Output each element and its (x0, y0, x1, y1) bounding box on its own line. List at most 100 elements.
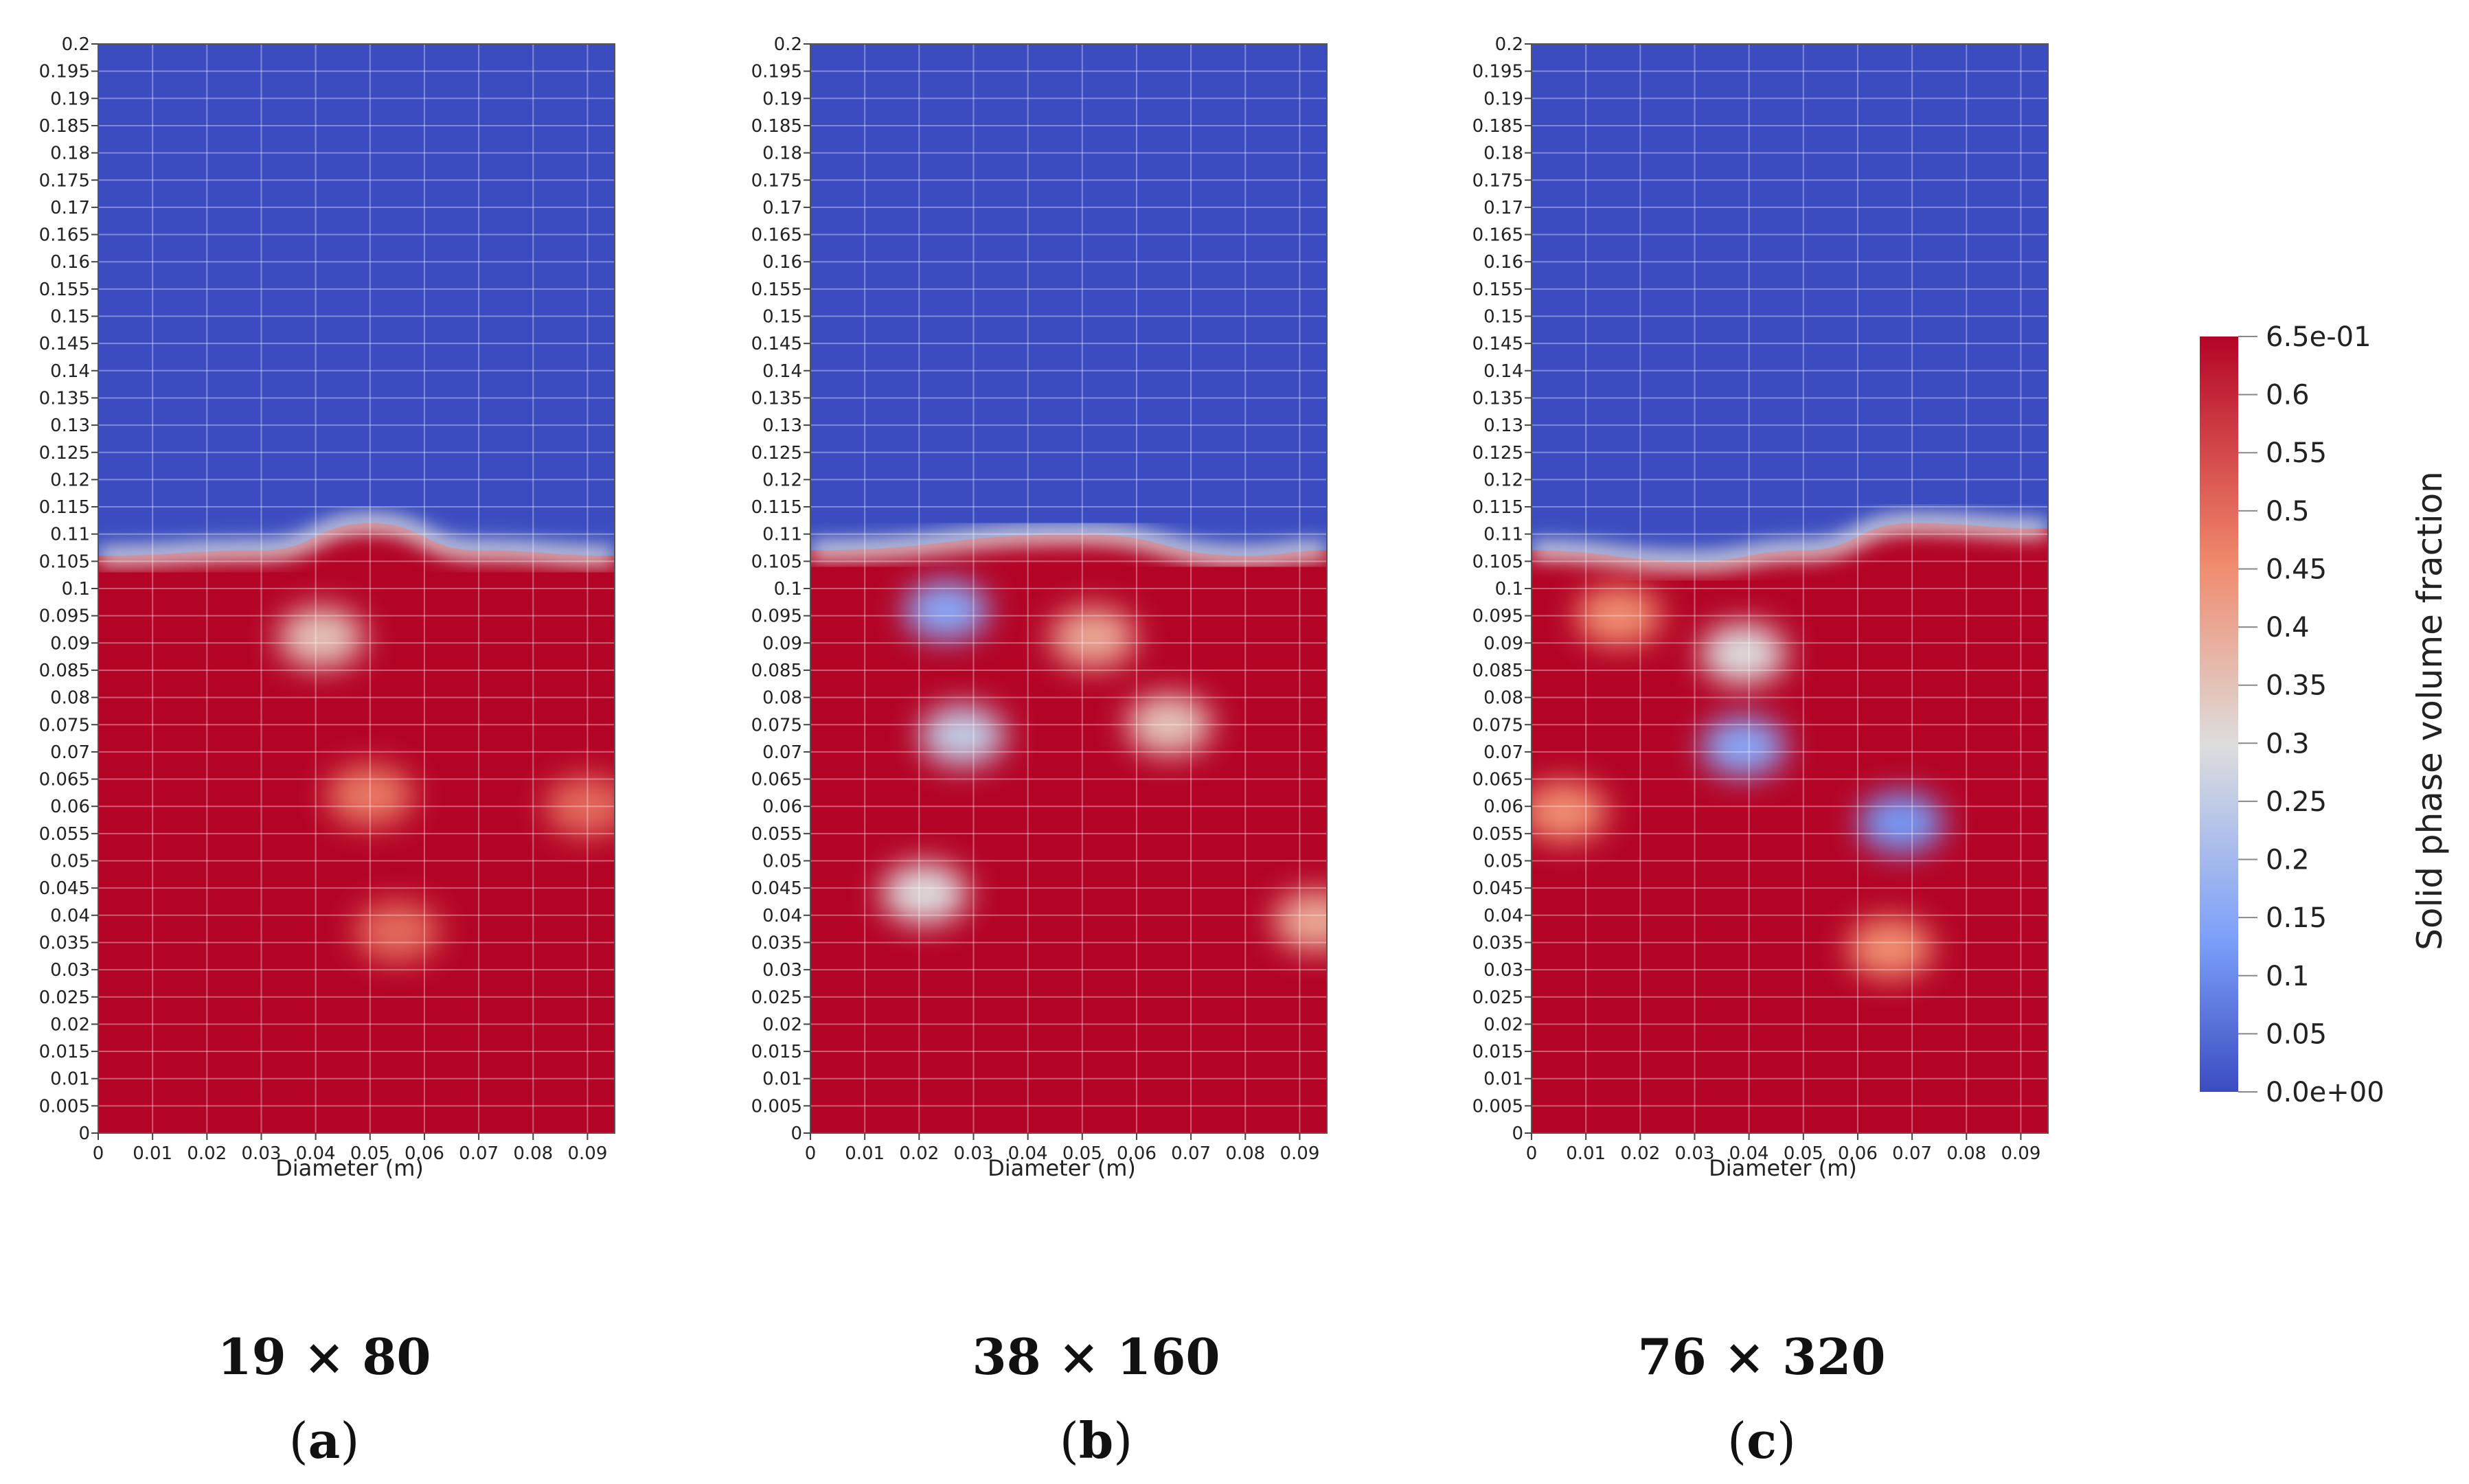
colorbar-tick-label: 0.6 (2266, 380, 2310, 411)
panel-letter-b: b (1078, 1411, 1114, 1470)
y-tick-label: 0.165 (751, 225, 802, 246)
dense-bed-region (1532, 523, 2048, 1133)
y-tick-label: 0.045 (39, 878, 90, 899)
y-tick-label: 0.005 (1472, 1096, 1523, 1117)
y-tick-label: 0.02 (50, 1014, 90, 1035)
x-tick-label: 0.02 (899, 1143, 939, 1164)
caption-b: 38 × 160 (972, 1327, 1220, 1386)
colorbar-title: Solid phase volume fraction (2410, 471, 2450, 950)
y-tick-label: 0.12 (762, 470, 802, 490)
void-2 (920, 705, 1005, 766)
y-tick-label: 0.085 (39, 661, 90, 681)
y-tick-label: 0.165 (1472, 225, 1523, 246)
y-tick-label: 0.195 (751, 62, 802, 82)
y-tick-label: 0.175 (751, 170, 802, 191)
y-tick-label: 0.125 (751, 443, 802, 464)
void-1 (327, 765, 413, 826)
y-tick-label: 0.08 (1483, 688, 1523, 709)
x-tick-label: 0.07 (459, 1143, 499, 1164)
x-tick-label: 0 (93, 1143, 104, 1164)
void-0 (278, 607, 364, 668)
y-tick-label: 0.035 (39, 933, 90, 953)
x-tick-label: 0.07 (1171, 1143, 1211, 1164)
void-0 (1575, 585, 1661, 646)
y-tick-label: 0.035 (751, 933, 802, 953)
y-tick-label: 0.03 (762, 960, 802, 981)
y-tick-label: 0.115 (751, 497, 802, 518)
x-tick-label: 0.02 (187, 1143, 227, 1164)
y-tick-label: 0.11 (1483, 525, 1523, 545)
x-tick-label: 0.05 (1784, 1143, 1823, 1164)
y-tick-label: 0.085 (751, 661, 802, 681)
x-tick-label: 0.04 (1008, 1143, 1048, 1164)
void-3 (1858, 792, 1944, 853)
y-tick-label: 0.2 (1495, 34, 1523, 55)
y-tick-label: 0.095 (39, 606, 90, 627)
grid-lines (1532, 44, 2048, 1133)
plot-area (810, 44, 1327, 1133)
y-tick-label: 0.08 (50, 688, 90, 709)
colorbar-gradient (2200, 336, 2238, 1092)
panel-letter-a: a (308, 1411, 341, 1470)
x-tick-label: 0.09 (567, 1143, 607, 1164)
y-tick-label: 0 (790, 1123, 802, 1144)
dense-bed-region (98, 523, 615, 1133)
y-tick-label: 0.03 (50, 960, 90, 981)
y-tick-label: 0.2 (62, 34, 90, 55)
colorbar-tick-label: 6.5e-01 (2266, 321, 2371, 353)
y-tick-label: 0.19 (1483, 89, 1523, 109)
grid-lines (810, 44, 1327, 1133)
y-tick-label: 0.11 (50, 525, 90, 545)
colorbar-tick-label: 0.2 (2266, 845, 2310, 876)
colorbar-tick-label: 0.35 (2266, 670, 2327, 702)
y-tick-label: 0.105 (751, 551, 802, 572)
heatmap-panel-b: 0 0.005 0.01 0.015 0.02 0.025 0.03 0.035 0.04 0.0… (751, 34, 1328, 1181)
y-tick-label: 0.085 (1472, 661, 1523, 681)
y-tick-label: 0.075 (1472, 715, 1523, 735)
x-tick-label: 0.04 (296, 1143, 336, 1164)
y-tick-label: 0.07 (762, 742, 802, 763)
y-tick-label: 0.16 (50, 252, 90, 273)
y-tick-label: 0.01 (762, 1069, 802, 1090)
y-tick-label: 0.13 (762, 415, 802, 436)
y-tick-label: 0.055 (39, 824, 90, 845)
x-tick-label: 0.03 (1675, 1143, 1715, 1164)
y-tick-label: 0.145 (751, 334, 802, 354)
void-5 (1847, 917, 1933, 979)
y-tick-label: 0.16 (1483, 252, 1523, 273)
colorbar-tick-label: 0.25 (2266, 786, 2327, 818)
y-tick-label: 0.1 (62, 579, 90, 600)
y-tick-label: 0.065 (751, 770, 802, 790)
plot-area (98, 44, 615, 1133)
x-tick-label: 0.05 (350, 1143, 390, 1164)
y-tick-label: 0.04 (50, 906, 90, 926)
panel-label-b: (b) (1059, 1411, 1133, 1470)
plot-area (1532, 44, 2048, 1133)
x-tick-label: 0.01 (133, 1143, 172, 1164)
x-tick-label: 0.03 (242, 1143, 282, 1164)
colorbar-tick-label: 0.15 (2266, 902, 2327, 934)
y-tick-label: 0.09 (762, 633, 802, 654)
colorbar-tick-label: 0.05 (2266, 1018, 2327, 1050)
y-tick-label: 0.07 (1483, 742, 1523, 763)
y-tick-label: 0.12 (1483, 470, 1523, 490)
y-tick-label: 0.1 (1495, 579, 1523, 600)
void-3 (1126, 694, 1212, 755)
y-tick-label: 0.155 (1472, 279, 1523, 300)
x-tick-label: 0.04 (1729, 1143, 1769, 1164)
y-tick-label: 0.06 (50, 797, 90, 817)
y-tick-label: 0.1 (774, 579, 802, 600)
x-tick-label: 0.05 (1062, 1143, 1102, 1164)
y-tick-label: 0.135 (39, 388, 90, 409)
x-tick-label: 0.01 (845, 1143, 885, 1164)
void-1 (1050, 607, 1136, 668)
void-4 (882, 863, 968, 924)
colorbar-tick-label: 0.4 (2266, 612, 2310, 643)
y-tick-label: 0.175 (1472, 170, 1523, 191)
y-tick-label: 0.145 (1472, 334, 1523, 354)
y-tick-label: 0.065 (1472, 770, 1523, 790)
y-tick-label: 0.115 (1472, 497, 1523, 518)
y-tick-label: 0.025 (1472, 988, 1523, 1008)
y-tick-label: 0.03 (1483, 960, 1523, 981)
